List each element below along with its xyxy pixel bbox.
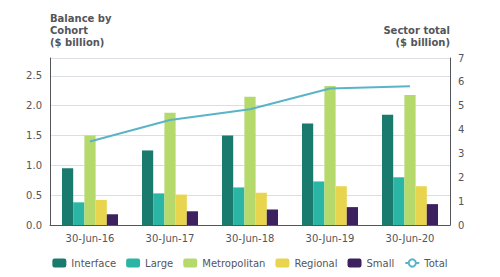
svg-text:Cohort: Cohort	[50, 25, 88, 36]
svg-text:6: 6	[458, 76, 464, 87]
svg-text:Large: Large	[145, 258, 173, 269]
svg-text:5: 5	[458, 100, 464, 111]
svg-text:0.0: 0.0	[26, 220, 42, 231]
svg-text:2.0: 2.0	[26, 100, 42, 111]
svg-text:30-Jun-16: 30-Jun-16	[66, 233, 115, 244]
svg-text:2.5: 2.5	[26, 70, 42, 81]
svg-text:30-Jun-17: 30-Jun-17	[146, 233, 195, 244]
svg-text:1: 1	[458, 196, 464, 207]
svg-text:30-Jun-19: 30-Jun-19	[306, 233, 355, 244]
svg-text:1.0: 1.0	[26, 160, 42, 171]
svg-text:30-Jun-20: 30-Jun-20	[386, 233, 435, 244]
svg-text:Interface: Interface	[71, 258, 116, 269]
svg-text:0.5: 0.5	[26, 190, 42, 201]
svg-text:0: 0	[458, 220, 464, 231]
svg-text:Regional: Regional	[294, 258, 337, 269]
svg-text:Small: Small	[367, 258, 395, 269]
svg-text:Sector total: Sector total	[383, 25, 450, 36]
svg-text:2: 2	[458, 172, 464, 183]
svg-text:($ billion): ($ billion)	[50, 37, 104, 48]
svg-text:($ billion): ($ billion)	[396, 37, 450, 48]
svg-text:Total: Total	[423, 258, 447, 269]
svg-text:4: 4	[458, 124, 464, 135]
svg-text:Balance by: Balance by	[50, 13, 112, 24]
svg-text:3: 3	[458, 148, 464, 159]
svg-text:7: 7	[458, 53, 464, 64]
svg-text:Metropolitan: Metropolitan	[202, 258, 265, 269]
svg-text:30-Jun-18: 30-Jun-18	[226, 233, 275, 244]
svg-text:1.5: 1.5	[26, 130, 42, 141]
